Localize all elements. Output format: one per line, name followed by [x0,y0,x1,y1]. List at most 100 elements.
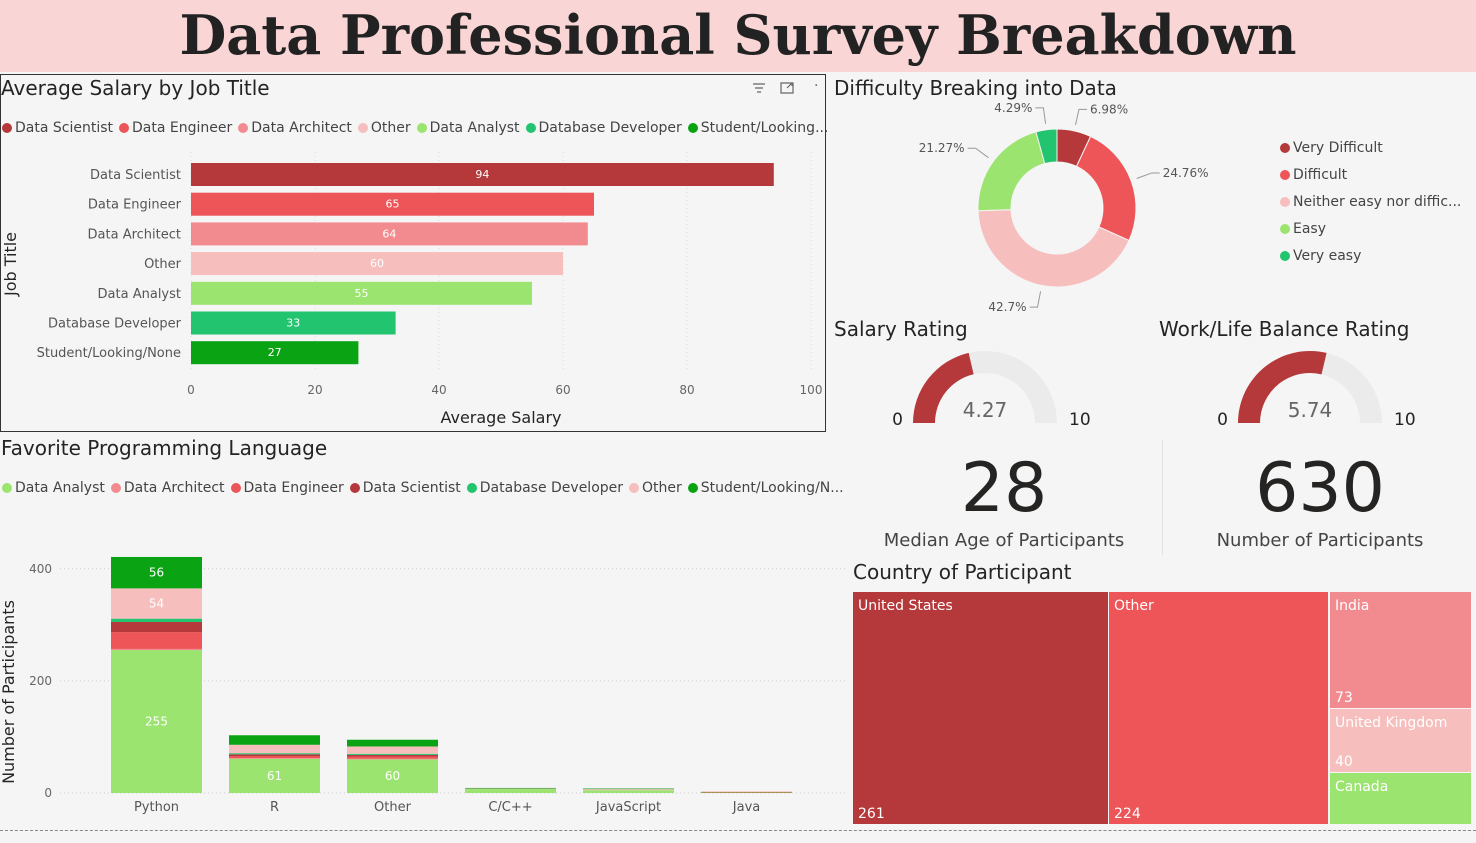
legend-item[interactable]: Data Analyst [416,120,520,136]
salary-chart-legend: Data Scientist Data Engineer Data Architec… [2,117,828,136]
gauge-max-label: 10 [1394,410,1416,430]
legend-marker [349,483,360,493]
bar-segment [229,744,320,754]
treemap-tile-other[interactable]: Other 224 [1109,592,1328,824]
legend-item[interactable]: Other [629,480,682,496]
treemap-tile-canada[interactable]: Canada [1330,773,1471,824]
x-tick-label: Python [134,800,179,815]
bar-segment [583,790,674,793]
treemap-label: United States [858,598,953,614]
bar-segment [701,791,792,793]
x-tick-label: C/C++ [488,800,532,815]
legend-item[interactable]: Data Architect [238,120,352,136]
gauge-max-label: 10 [1069,410,1091,430]
bar-segment [583,788,674,790]
filter-icon[interactable] [750,80,770,96]
data-label: 33 [286,317,300,330]
x-axis-title: Average Salary [440,408,561,427]
legend-marker [119,123,129,133]
bar-segment [347,754,438,757]
y-tick-label: Data Engineer [88,198,182,213]
legend-item[interactable]: Database Developer [466,480,623,496]
legend-item[interactable]: Data Scientist [349,480,461,496]
bar [191,163,774,186]
treemap-tile-india[interactable]: India 73 [1330,592,1471,708]
difficulty-chart-title: Difficulty Breaking into Data [834,76,1117,100]
page-title: Data Professional Survey Breakdown [179,3,1297,67]
legend-item[interactable]: Student/Looking... [687,120,828,136]
legend-marker [2,483,12,493]
treemap-value: 224 [1114,806,1141,822]
legend-item[interactable]: Easy [1280,221,1470,237]
legend-item[interactable]: Student/Looking/N... [687,480,844,496]
data-label: 54 [149,597,164,611]
y-tick-label: 400 [29,562,52,576]
gauge-fill [913,352,974,423]
bar-segment [111,622,202,633]
legend-marker [687,483,698,493]
focus-mode-icon[interactable] [778,80,796,96]
legend-marker [1280,197,1290,207]
legend-label: Very Difficult [1293,140,1383,156]
salary-bar-chart: 0 20 40 60 80 100 Data Scientist 94 Data Enginee… [1,152,822,427]
treemap-tile-united-states[interactable]: United States 261 [853,592,1108,824]
page-bottom-border [0,830,1476,831]
bar-segment [465,788,556,790]
treemap-value: 261 [858,806,885,822]
x-tick-label: JavaScript [595,800,661,815]
leader-line [1136,172,1160,179]
gauge-fill [1238,351,1327,423]
legend-item[interactable]: Difficult [1280,167,1470,183]
y-axis-title: Job Title [1,232,20,297]
treemap-label: United Kingdom [1335,715,1448,731]
salary-chart-panel[interactable] [0,74,826,432]
data-label: 21.27% [919,141,965,155]
legend-item[interactable]: Data Analyst [2,480,105,496]
bar-segment [583,789,674,791]
salary-rating-gauge: 4.27 0 10 [892,351,1091,430]
legend-label: Other [642,480,682,496]
x-tick-label: 0 [187,383,195,397]
bar [191,252,563,276]
legend-item[interactable]: Data Engineer [230,480,344,496]
leader-line [1075,108,1087,126]
y-tick-label: Data Analyst [98,287,181,302]
treemap-label: India [1335,598,1370,614]
bar [191,341,359,365]
legend-marker [2,123,12,133]
legend-item[interactable]: Other [357,120,411,136]
legend-marker [230,483,241,493]
treemap-tile-united-kingdom[interactable]: United Kingdom 40 [1330,709,1471,772]
treemap-value: 40 [1335,754,1353,770]
legend-item[interactable]: Very Difficult [1280,140,1470,156]
legend-item[interactable]: Very easy [1280,248,1470,264]
leader-line [1029,291,1042,308]
data-label: 55 [355,287,369,300]
legend-label: Other [370,120,411,136]
bar-segment [465,787,556,789]
data-label: 61 [267,769,282,783]
gauge-min-label: 0 [1217,410,1228,430]
legend-item[interactable]: Neither easy nor diffic... [1280,194,1470,210]
legend-item[interactable]: Data Engineer [119,120,232,136]
bar-segment [465,789,556,793]
legend-label: Very easy [1293,248,1362,264]
y-axis-title: Number of Participants [0,600,18,784]
bar [191,222,588,246]
bar [191,192,594,216]
x-tick-label: Other [374,800,412,815]
legend-item[interactable]: Database Developer [525,120,682,136]
legend-label: Data Architect [123,480,225,496]
bar-segment [111,632,202,649]
more-options-icon[interactable]: · [814,78,819,94]
gauge-value: 4.27 [963,398,1008,422]
legend-item[interactable]: Data Architect [110,480,225,496]
y-tick-label: Other [144,257,182,272]
legend-marker [466,483,477,493]
data-label: 64 [382,227,396,240]
leader-line [967,147,989,159]
legend-label: Student/Looking/N... [700,480,844,496]
legend-item[interactable]: Data Scientist [2,120,113,136]
median-age-label: Median Age of Participants [883,530,1125,551]
treemap-label: Canada [1335,779,1389,795]
